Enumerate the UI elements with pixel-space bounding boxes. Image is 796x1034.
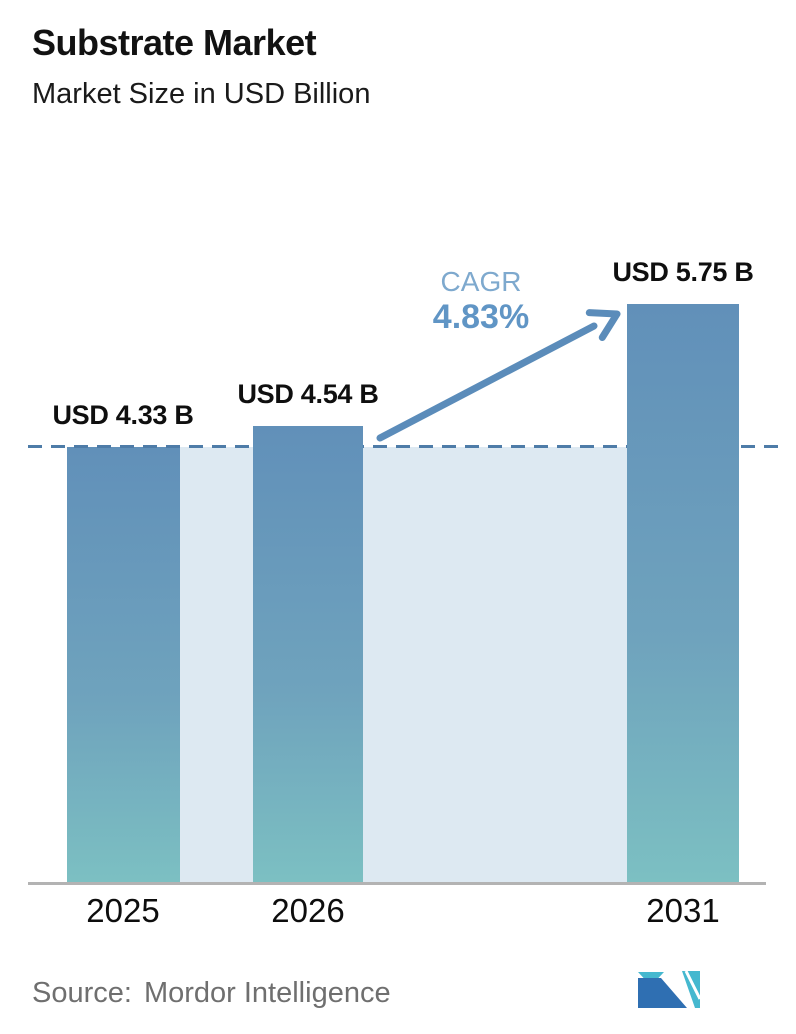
source-label: Source: bbox=[32, 977, 132, 1009]
axis-label-2025: 2025 bbox=[86, 892, 160, 929]
bar-2026 bbox=[253, 426, 363, 884]
bar-2031 bbox=[627, 304, 739, 884]
cagr-label: CAGR bbox=[440, 266, 522, 297]
page-title: Substrate Market bbox=[32, 22, 317, 63]
x-axis-line bbox=[28, 882, 766, 885]
axis-label-2031: 2031 bbox=[646, 892, 720, 929]
cagr-annotation: CAGR 4.83% bbox=[381, 266, 581, 335]
source-line: Source: Mordor Intelligence bbox=[32, 977, 391, 1010]
mordor-intelligence-logo bbox=[638, 970, 701, 1008]
axis-label-2026: 2026 bbox=[271, 892, 345, 929]
value-label-2025: USD 4.33 B bbox=[52, 400, 194, 430]
reference-dashed-line bbox=[28, 445, 785, 448]
page-subtitle: Market Size in USD Billion bbox=[32, 78, 371, 110]
bar-2025 bbox=[67, 447, 180, 884]
source-name: Mordor Intelligence bbox=[143, 977, 391, 1009]
value-label-2026: USD 4.54 B bbox=[237, 379, 379, 409]
value-label-2031: USD 5.75 B bbox=[612, 257, 754, 287]
cagr-value: 4.83% bbox=[432, 298, 530, 336]
